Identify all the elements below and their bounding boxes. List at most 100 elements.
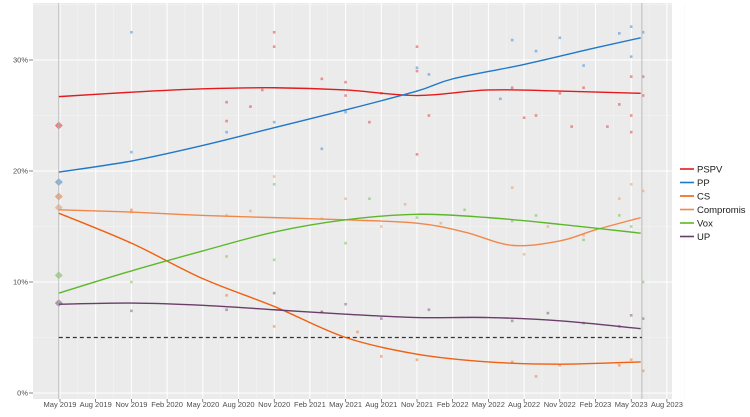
poll-point-pp (582, 64, 585, 67)
poll-point-vox (534, 214, 538, 217)
poll-point-compromis (344, 197, 347, 201)
poll-point-compromis (272, 175, 276, 178)
poll-point-pp (344, 110, 347, 114)
x-axis: May 2019 Aug 2019 Nov 2019 Feb 2020 May 2020… (44, 399, 683, 409)
x-tick-label: Aug 2020 (222, 400, 254, 409)
x-tick-label: Aug 2022 (508, 400, 540, 409)
poll-point-cs (641, 369, 645, 373)
poll-point-pp (499, 97, 502, 101)
x-tick-label: Aug 2019 (80, 400, 112, 409)
legend-label-cs: CS (697, 191, 710, 202)
poll-point-vox (629, 225, 633, 228)
poll-point-compromis (618, 197, 621, 201)
poll-point-pp (558, 36, 562, 40)
y-tick-label: 10% (13, 278, 28, 287)
x-tick-label: Nov 2019 (115, 400, 147, 409)
poll-point-pspv (570, 125, 573, 128)
poll-point-cs (320, 310, 324, 314)
poll-point-cs (510, 360, 514, 364)
legend-label-vox: Vox (697, 218, 713, 229)
poll-point-vox (272, 183, 276, 186)
poll-point-vox (618, 214, 621, 217)
poll-point-pspv (629, 130, 633, 134)
poll-point-vox (415, 216, 419, 219)
poll-point-cs (130, 208, 133, 212)
x-tick-label: Feb 2022 (437, 400, 469, 409)
poll-point-pspv (272, 30, 276, 34)
poll-point-up (380, 317, 383, 320)
poll-point-pspv (272, 45, 276, 48)
poll-point-vox (344, 241, 347, 245)
poll-point-up (225, 308, 228, 312)
trend-line-pp (58, 37, 641, 173)
poll-point-vox (582, 238, 585, 242)
poll-point-pspv (510, 86, 514, 90)
poll-point-pp (510, 38, 514, 42)
poll-point-up (510, 319, 514, 323)
poll-point-compromis (582, 234, 585, 237)
poll-point-up (344, 302, 347, 306)
trend-line-up (58, 302, 641, 330)
poll-point-pspv (415, 153, 419, 156)
poll-point-cs (534, 375, 538, 378)
poll-point-pspv (606, 125, 609, 128)
poll-point-pp (415, 66, 419, 70)
poll-point-up (641, 317, 645, 320)
y-tick-label: 0% (17, 389, 28, 398)
poll-point-pp (272, 120, 276, 124)
x-tick-label: Feb 2023 (580, 400, 612, 409)
poll-point-pspv (415, 45, 419, 48)
poll-point-vox (368, 197, 371, 201)
poll-point-pspv (641, 75, 645, 78)
poll-point-pp (534, 49, 538, 53)
poll-point-pspv (225, 100, 228, 104)
poll-point-pspv (249, 105, 252, 108)
poll-point-compromis (546, 225, 550, 228)
poll-point-pp (320, 147, 324, 151)
gridlines (33, 3, 685, 399)
legend: PSPV PP CS Compromis Vox UP (680, 164, 746, 243)
poll-point-pp (225, 130, 228, 134)
poll-point-compromis (403, 203, 407, 206)
poll-point-pspv (629, 114, 633, 117)
poll-point-vox (272, 258, 276, 262)
poll-point-vox (225, 255, 228, 258)
trend-line-pspv (58, 87, 641, 98)
x-tick-label: May 2021 (329, 400, 362, 409)
poll-point-pspv (522, 116, 526, 120)
poll-point-cs (415, 358, 419, 361)
poll-point-pspv (534, 114, 538, 117)
poll-point-cs (629, 358, 633, 361)
legend-label-compromis: Compromis (697, 205, 746, 216)
x-tick-label: Feb 2020 (151, 400, 183, 409)
poll-point-cs (558, 363, 562, 367)
poll-point-pspv (618, 103, 621, 106)
poll-point-cs (356, 330, 359, 334)
poll-point-pspv (415, 69, 419, 73)
poll-point-compromis (510, 186, 514, 189)
x-tick-label: Nov 2021 (401, 400, 433, 409)
x-tick-label: Aug 2021 (365, 400, 397, 409)
poll-point-pspv (344, 80, 347, 84)
legend-label-pspv: PSPV (697, 164, 723, 175)
poll-point-pp (427, 73, 431, 76)
poll-point-pspv (629, 75, 633, 78)
x-tick-label: Nov 2020 (258, 400, 290, 409)
poll-point-pspv (582, 86, 585, 90)
plot-background (33, 3, 672, 399)
legend-label-pp: PP (697, 178, 710, 189)
x-tick-label: May 2020 (186, 400, 219, 409)
poll-point-pspv (344, 94, 347, 97)
poll-point-pp (629, 55, 633, 58)
poll-point-compromis (641, 189, 645, 193)
x-tick-label: Nov 2022 (544, 400, 576, 409)
trend-line-cs (58, 212, 641, 365)
poll-point-vox (641, 280, 645, 284)
poll-point-vox (130, 280, 133, 284)
poll-point-up (130, 309, 133, 313)
poll-point-up (427, 308, 431, 312)
poll-point-pspv (320, 77, 324, 81)
poll-point-compromis (439, 221, 443, 225)
poll-point-pp (130, 150, 133, 154)
